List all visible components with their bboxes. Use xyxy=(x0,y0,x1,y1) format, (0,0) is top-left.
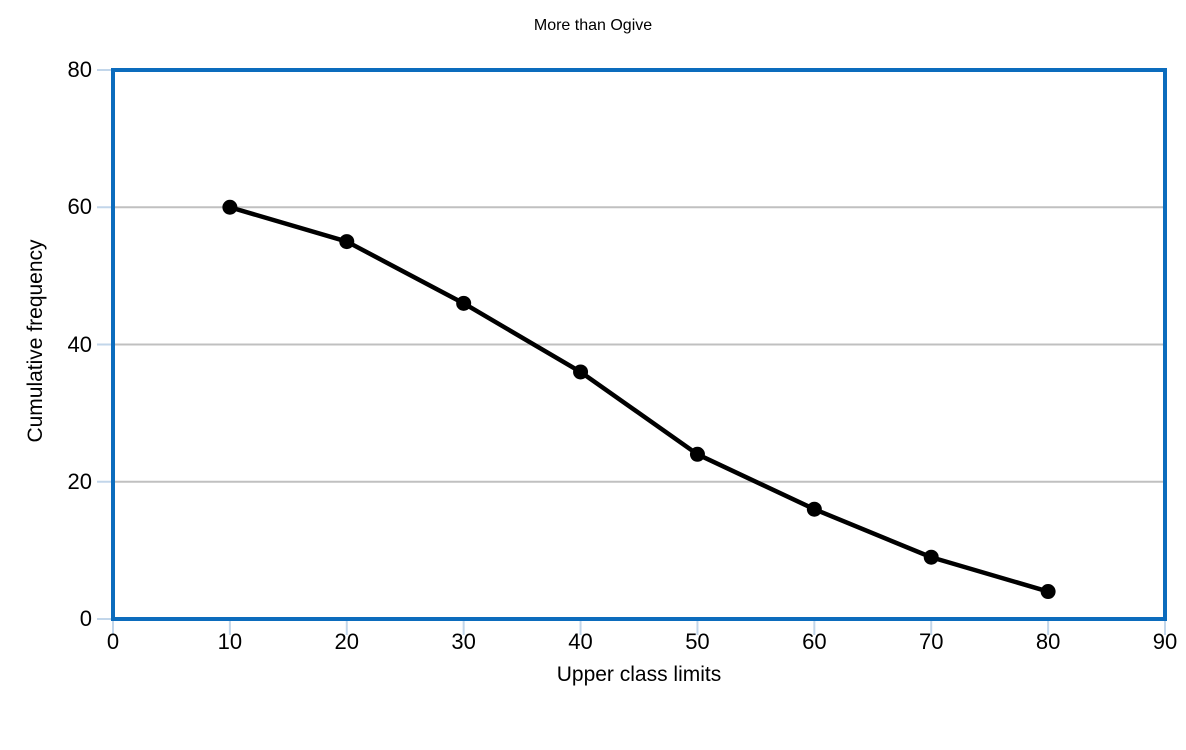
y-tick-label: 80 xyxy=(67,57,92,82)
data-point xyxy=(573,364,589,380)
y-tick-label: 40 xyxy=(67,331,92,357)
x-tick-label: 10 xyxy=(217,629,243,654)
x-axis-title: Upper class limits xyxy=(556,663,722,686)
x-tick-label: 20 xyxy=(334,629,359,654)
data-points xyxy=(222,199,1056,600)
x-tick-label: 40 xyxy=(568,629,593,654)
y-tick-label: 20 xyxy=(67,468,92,494)
data-point xyxy=(456,295,472,311)
x-tick-label: 70 xyxy=(918,629,944,654)
data-point xyxy=(806,501,822,517)
series-line xyxy=(229,205,1049,594)
x-tick-label: 0 xyxy=(106,629,120,654)
y-tick-label: 0 xyxy=(79,606,92,631)
y-axis-title: Cumulative frequency xyxy=(24,239,47,443)
x-tick-label: 50 xyxy=(685,629,710,654)
gridlines xyxy=(113,206,1165,483)
axis-ticks xyxy=(97,69,1166,635)
x-tick-label: 30 xyxy=(451,629,476,654)
data-point xyxy=(689,446,705,462)
x-tick-label: 90 xyxy=(1152,629,1178,654)
data-point xyxy=(339,234,355,250)
x-tick-label: 80 xyxy=(1035,629,1061,654)
data-point xyxy=(1040,584,1056,600)
data-point xyxy=(222,199,238,215)
y-tick-label: 60 xyxy=(67,194,92,220)
data-point xyxy=(923,549,939,565)
x-tick-label: 60 xyxy=(802,629,827,654)
chart-title: More than Ogive xyxy=(533,17,653,34)
plot-border xyxy=(111,68,1167,621)
